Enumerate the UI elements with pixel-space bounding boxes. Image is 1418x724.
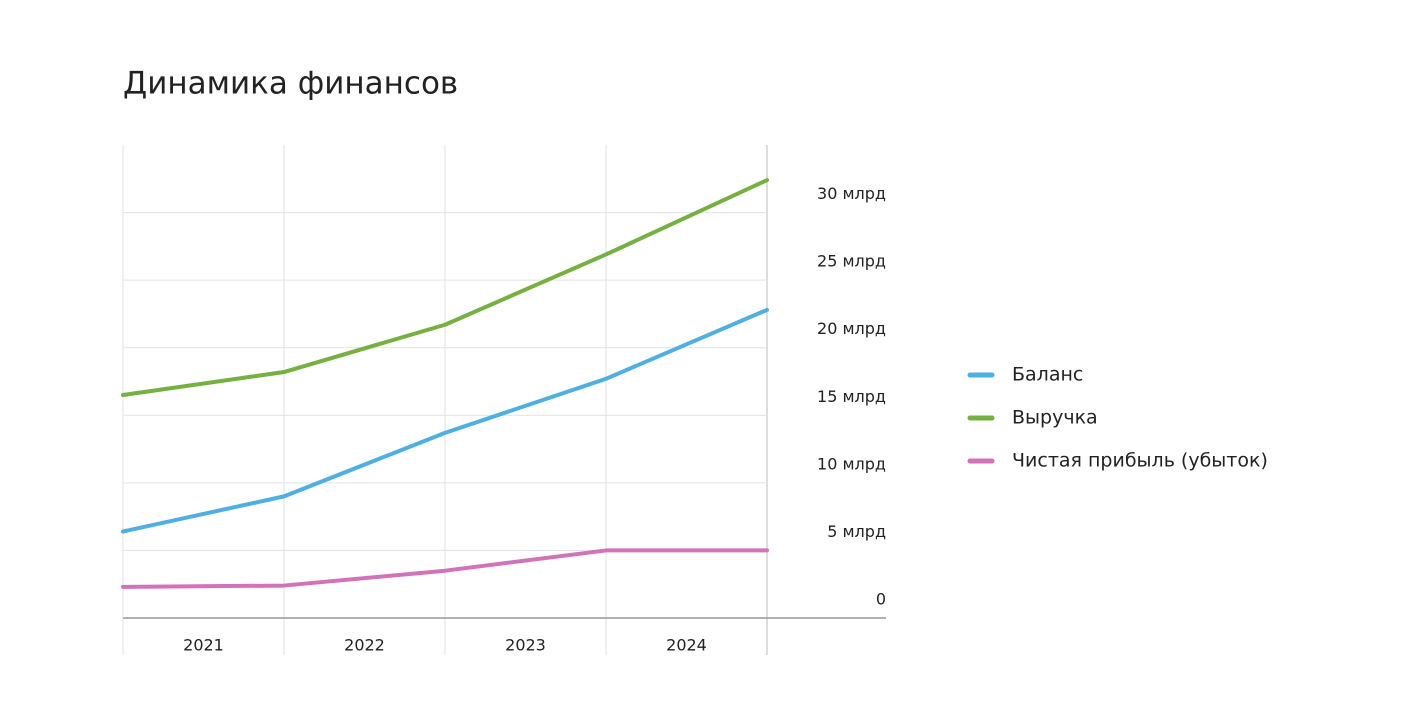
y-tick-label: 0 bbox=[876, 590, 886, 609]
legend-label: Выручка bbox=[1012, 407, 1098, 429]
x-tick-label: 2024 bbox=[666, 636, 707, 655]
x-tick-label: 2021 bbox=[183, 636, 224, 655]
y-tick-label: 25 млрд bbox=[817, 252, 886, 271]
legend-label: Баланс bbox=[1012, 364, 1083, 386]
y-tick-label: 20 млрд bbox=[817, 319, 886, 338]
y-tick-label: 5 млрд bbox=[827, 522, 886, 541]
series-line bbox=[121, 178, 769, 398]
x-tick-label: 2022 bbox=[344, 636, 385, 655]
y-tick-label: 30 млрд bbox=[817, 184, 886, 203]
series-line bbox=[121, 307, 769, 534]
chart-title: Динамика финансов bbox=[123, 66, 458, 102]
y-tick-label: 10 млрд bbox=[817, 454, 886, 473]
x-tick-label: 2023 bbox=[505, 636, 546, 655]
y-tick-label: 15 млрд bbox=[817, 387, 886, 406]
series-line bbox=[121, 548, 769, 589]
legend-label: Чистая прибыль (убыток) bbox=[1012, 450, 1268, 472]
